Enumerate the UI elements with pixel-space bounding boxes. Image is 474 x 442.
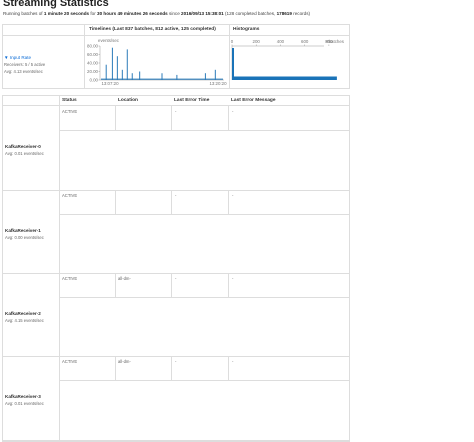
receiver-name: KafkaReceiver-1 [5,228,41,233]
receiver-name: KafkaReceiver-0 [5,144,41,149]
timelines-header: Timelines (Last 837 batches, 812 active,… [89,27,216,32]
receivers-count: Receivers: 5 / 5 active [4,62,46,67]
receiver-err-time: - [175,276,177,281]
histograms-header: Histograms [233,27,260,32]
receiver-avg: Avg: 0.01 events/sec [5,401,44,406]
page-title: Streaming Statistics [3,0,109,9]
input-rate-hist-tick: 0 [231,39,234,44]
receiver-status: ACTIVE [62,276,78,281]
input-rate-hist-tick: 200 [253,39,261,44]
input-rate-link[interactable]: ▼ Input Rate [4,55,32,60]
receiver-name: KafkaReceiver-3 [5,394,41,399]
input-rate-x-tick: 13:07:20 [101,81,119,86]
input-rate-hist-tick: 400 [277,39,285,44]
input-rate-hist-tick: 600 [301,39,309,44]
input-rate-hist-bar [232,48,234,77]
input-rate-y-unit: events/sec [98,38,120,43]
receiver-avg: Avg: 0.01 events/sec [5,151,44,156]
input-rate-hist-bar [232,76,337,80]
receiver-avg: Avg: 4.15 events/sec [5,318,44,323]
input-rate-hist-unit: #batches [326,39,345,44]
input-rate-y-tick: 0.00 [89,78,98,83]
receivers-table [2,95,350,442]
receiver-avg: Avg: 0.00 events/sec [5,235,44,240]
receiver-status: ACTIVE [62,359,78,364]
input-rate-y-tick: 40.00 [87,61,99,66]
input-rate-avg: Avg: 4.13 events/sec [4,69,43,74]
col-last-error-message: Last Error Message [231,98,276,103]
input-rate-y-tick: 20.00 [87,69,99,74]
col-location: Location [118,98,138,103]
input-rate-hist-tick: 800 [325,39,333,44]
triangle-icon: ▼ [4,55,9,60]
col-status: Status [62,98,77,103]
receiver-status: ACTIVE [62,109,78,114]
receiver-err-msg: - [232,359,234,364]
receiver-status: ACTIVE [62,193,78,198]
input-rate-x-tick: 13:20:20 [209,81,227,86]
receiver-err-time: - [175,359,177,364]
receiver-err-time: - [175,193,177,198]
input-rate-y-tick: 80.00 [87,44,99,49]
receiver-name: KafkaReceiver-2 [5,311,41,316]
streaming-summary: Running batches of 1 minute 20 seconds f… [3,11,311,16]
receiver-err-msg: - [232,193,234,198]
receiver-err-msg: - [232,109,234,114]
receiver-err-time: - [175,109,177,114]
col-last-error-time: Last Error Time [174,98,210,103]
receiver-location: all-dm- [118,276,131,281]
input-rate-y-tick: 60.00 [87,52,99,57]
receiver-location: all-dm- [118,359,131,364]
receiver-err-msg: - [232,276,234,281]
